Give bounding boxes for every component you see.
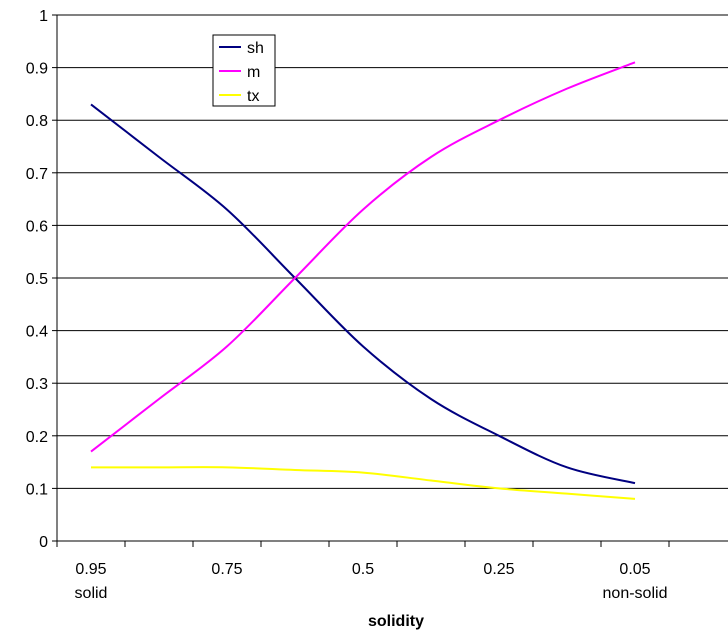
- x-tick-label: 0.05: [619, 561, 650, 578]
- y-tick-label: 0.2: [26, 429, 48, 446]
- x-tick-label: 0.75: [211, 561, 242, 578]
- legend: sh m tx: [212, 34, 276, 107]
- series-lines: [90, 61, 636, 500]
- y-tick-label: 0.9: [26, 61, 48, 78]
- x-axis-title: solidity: [368, 613, 424, 630]
- y-tick-labels: 0 0.1 0.2 0.3 0.4 0.5 0.6 0.7 0.8 0.9 1: [26, 8, 57, 551]
- legend-label-m: m: [247, 64, 260, 81]
- series-line-tx: [91, 466, 636, 500]
- x-tick-label: 0.25: [483, 561, 514, 578]
- y-tick-label: 1: [39, 8, 48, 25]
- x-tick-labels: 0.95 solid 0.75 0.5 0.25 0.05 non-solid: [56, 541, 670, 602]
- x-tick-label: 0.5: [352, 561, 374, 578]
- y-tick-label: 0.7: [26, 166, 48, 183]
- legend-label-sh: sh: [247, 40, 264, 57]
- y-tick-label: 0.3: [26, 376, 48, 393]
- x-tick-sublabel: solid: [75, 585, 108, 602]
- legend-label-tx: tx: [247, 88, 259, 105]
- y-tick-label: 0: [39, 534, 48, 551]
- y-tick-label: 0.6: [26, 218, 48, 235]
- series-line-m: [90, 61, 636, 453]
- x-tick-sublabel: non-solid: [603, 585, 668, 602]
- series-line-sh: [90, 103, 636, 485]
- y-tick-label: 0.5: [26, 271, 48, 288]
- y-tick-label: 0.4: [26, 324, 48, 341]
- gridlines: [57, 14, 728, 489]
- y-tick-label: 0.1: [26, 481, 48, 498]
- x-tick-label: 0.95: [75, 561, 106, 578]
- y-tick-label: 0.8: [26, 113, 48, 130]
